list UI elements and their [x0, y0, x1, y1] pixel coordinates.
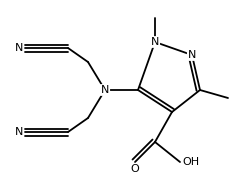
Text: N: N: [151, 37, 159, 47]
Text: O: O: [131, 164, 139, 174]
Text: OH: OH: [182, 157, 199, 167]
Text: N: N: [188, 50, 196, 60]
Text: N: N: [15, 127, 23, 137]
Text: N: N: [101, 85, 109, 95]
Text: N: N: [15, 43, 23, 53]
